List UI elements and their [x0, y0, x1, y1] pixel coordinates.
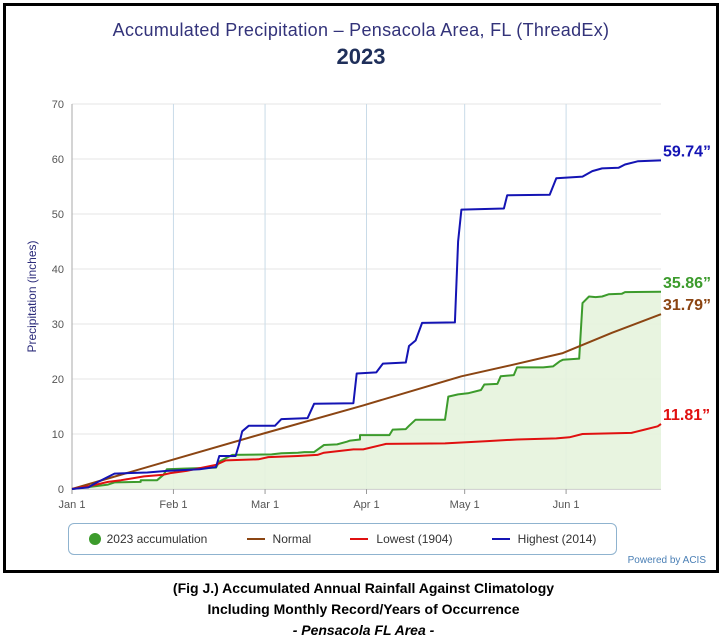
y-tick-label-0: 0 — [58, 484, 64, 496]
figure-caption-line-2: Including Monthly Record/Years of Occurr… — [207, 601, 520, 617]
y-axis-title: Precipitation (inches) — [25, 240, 39, 352]
legend-swatch-highest — [491, 538, 510, 540]
series-line-lowest — [71, 423, 662, 490]
legend-label-highest: Highest (2014) — [517, 532, 597, 546]
y-tick-label-5: 50 — [52, 209, 64, 221]
y-tick-label-1: 10 — [52, 429, 64, 441]
chart-frame: Accumulated Precipitation – Pensacola Ar… — [3, 3, 719, 573]
y-tick-label-4: 40 — [52, 264, 64, 276]
y-tick-label-6: 60 — [52, 154, 64, 166]
chart-subtitle: 2023 — [336, 44, 386, 69]
x-tick-label-1: Feb 1 — [159, 499, 187, 511]
chart-legend: 2023 accumulation Normal Lowest (1904) H… — [68, 523, 617, 555]
legend-swatch-lowest — [350, 538, 369, 540]
end-value-label-highest: 59.74” — [663, 143, 711, 160]
legend-swatch-2023 — [88, 533, 101, 545]
legend-item-highest[interactable]: Highest (2014) — [491, 532, 597, 546]
end-value-label-2023: 35.86” — [663, 275, 711, 292]
figure-caption-line-3: - Pensacola FL Area - — [292, 622, 435, 638]
end-value-label-lowest: 11.81” — [663, 407, 710, 424]
legend-item-normal[interactable]: Normal — [246, 532, 312, 546]
x-tick-label-2: Mar 1 — [251, 499, 279, 511]
series-line-highest — [71, 159, 662, 490]
series-line-2023 — [71, 290, 662, 490]
legend-item-2023[interactable]: 2023 accumulation — [88, 532, 208, 546]
y-tick-label-2: 20 — [52, 374, 64, 386]
series-line-normal — [71, 313, 662, 490]
legend-swatch-normal — [246, 538, 265, 540]
x-tick-label-3: Apr 1 — [353, 499, 379, 511]
precipitation-chart: 0 10 20 30 40 50 60 70 Jan 1 Feb 1 Mar 1 Apr 1 May 1… — [25, 99, 711, 511]
x-tick-label-0: Jan 1 — [59, 499, 86, 511]
figure-caption-line-1: (Fig J.) Accumulated Annual Rainfall Aga… — [172, 580, 555, 596]
y-tick-label-7: 70 — [52, 99, 64, 111]
chart-title: Accumulated Precipitation – Pensacola Ar… — [112, 20, 610, 40]
legend-label-lowest: Lowest (1904) — [376, 532, 453, 546]
powered-by-credit[interactable]: Powered by ACIS — [627, 555, 706, 566]
legend-label-2023: 2023 accumulation — [106, 532, 208, 546]
y-tick-label-3: 30 — [52, 319, 64, 331]
end-value-label-normal: 31.79” — [663, 297, 711, 314]
legend-item-lowest[interactable]: Lowest (1904) — [350, 532, 452, 546]
x-tick-label-5: Jun 1 — [553, 499, 580, 511]
legend-label-normal: Normal — [272, 532, 312, 546]
x-tick-label-4: May 1 — [450, 499, 480, 511]
